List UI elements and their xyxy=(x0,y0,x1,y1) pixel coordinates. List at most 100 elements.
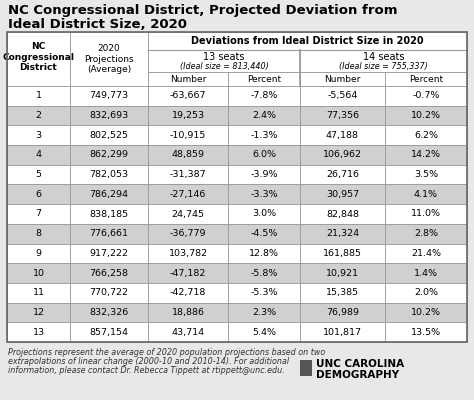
Text: 21,324: 21,324 xyxy=(326,229,359,238)
Bar xyxy=(385,72,467,86)
Text: 2.3%: 2.3% xyxy=(252,308,276,317)
Text: 9: 9 xyxy=(36,249,42,258)
Bar xyxy=(385,224,467,244)
Bar xyxy=(70,244,148,263)
Text: 1.4%: 1.4% xyxy=(414,268,438,278)
Text: 5.4%: 5.4% xyxy=(252,328,276,337)
Text: -3.9%: -3.9% xyxy=(250,170,278,179)
Text: 161,885: 161,885 xyxy=(323,249,362,258)
Bar xyxy=(385,263,467,283)
Bar xyxy=(385,86,467,106)
Bar xyxy=(7,184,70,204)
Text: -0.7%: -0.7% xyxy=(412,91,440,100)
Bar xyxy=(7,263,70,283)
Bar xyxy=(300,165,385,184)
Bar xyxy=(7,204,70,224)
Bar xyxy=(228,145,300,165)
Text: Percent: Percent xyxy=(409,74,443,84)
Text: 2: 2 xyxy=(36,111,42,120)
Bar xyxy=(70,165,148,184)
Bar xyxy=(300,86,385,106)
Bar xyxy=(385,322,467,342)
Text: 14 seats: 14 seats xyxy=(363,52,404,62)
Bar xyxy=(385,145,467,165)
Text: information, please contact Dr. Rebecca Tippett at rtippett@unc.edu.: information, please contact Dr. Rebecca … xyxy=(8,366,285,375)
Bar xyxy=(148,184,228,204)
Bar xyxy=(385,303,467,322)
Text: 30,957: 30,957 xyxy=(326,190,359,199)
Text: -27,146: -27,146 xyxy=(170,190,206,199)
Bar xyxy=(148,283,228,303)
Bar xyxy=(228,204,300,224)
Text: 8: 8 xyxy=(36,229,42,238)
Bar xyxy=(7,283,70,303)
Text: -4.5%: -4.5% xyxy=(250,229,278,238)
Bar xyxy=(300,360,312,376)
Bar xyxy=(148,322,228,342)
Bar xyxy=(148,32,467,50)
Text: 21.4%: 21.4% xyxy=(411,249,441,258)
Bar xyxy=(228,263,300,283)
Bar xyxy=(70,204,148,224)
Bar xyxy=(228,165,300,184)
Bar xyxy=(228,303,300,322)
Text: 10: 10 xyxy=(33,268,45,278)
Text: (Ideal size = 755,337): (Ideal size = 755,337) xyxy=(339,62,428,70)
Text: -42,718: -42,718 xyxy=(170,288,206,297)
Bar xyxy=(148,263,228,283)
Bar xyxy=(228,184,300,204)
Bar xyxy=(7,303,70,322)
Bar xyxy=(7,86,70,106)
Text: Number: Number xyxy=(324,74,361,84)
Bar xyxy=(70,263,148,283)
Text: 3.0%: 3.0% xyxy=(252,210,276,218)
Text: 917,222: 917,222 xyxy=(90,249,128,258)
Text: 47,188: 47,188 xyxy=(326,131,359,140)
Text: 10,921: 10,921 xyxy=(326,268,359,278)
Text: NC Congressional District, Projected Deviation from: NC Congressional District, Projected Dev… xyxy=(8,4,398,17)
Text: -3.3%: -3.3% xyxy=(250,190,278,199)
Bar xyxy=(300,184,385,204)
Text: 776,661: 776,661 xyxy=(90,229,128,238)
Bar xyxy=(300,303,385,322)
Text: -47,182: -47,182 xyxy=(170,268,206,278)
Text: 48,859: 48,859 xyxy=(172,150,204,160)
Text: 18,886: 18,886 xyxy=(172,308,204,317)
Bar xyxy=(148,165,228,184)
Text: -5,564: -5,564 xyxy=(328,91,358,100)
Text: Percent: Percent xyxy=(247,74,281,84)
Text: 3: 3 xyxy=(36,131,42,140)
Bar xyxy=(228,283,300,303)
Bar xyxy=(7,32,467,342)
Text: 5: 5 xyxy=(36,170,42,179)
Text: 43,714: 43,714 xyxy=(172,328,205,337)
Bar xyxy=(300,322,385,342)
Bar xyxy=(70,184,148,204)
Bar xyxy=(148,125,228,145)
Bar xyxy=(148,303,228,322)
Text: 6.2%: 6.2% xyxy=(414,131,438,140)
Bar xyxy=(228,322,300,342)
Text: 13: 13 xyxy=(32,328,45,337)
Text: 76,989: 76,989 xyxy=(326,308,359,317)
Text: 13.5%: 13.5% xyxy=(411,328,441,337)
Text: 12.8%: 12.8% xyxy=(249,249,279,258)
Bar xyxy=(300,50,467,72)
Bar xyxy=(300,72,385,86)
Bar xyxy=(70,224,148,244)
Bar xyxy=(385,165,467,184)
Bar xyxy=(300,125,385,145)
Bar xyxy=(228,72,300,86)
Bar xyxy=(70,145,148,165)
Bar xyxy=(7,224,70,244)
Bar xyxy=(148,224,228,244)
Text: 26,716: 26,716 xyxy=(326,170,359,179)
Text: extrapolations of linear change (2000-10 and 2010-14). For additional: extrapolations of linear change (2000-10… xyxy=(8,357,289,366)
Bar xyxy=(70,125,148,145)
Text: 2.0%: 2.0% xyxy=(414,288,438,297)
Bar xyxy=(385,184,467,204)
Bar xyxy=(70,32,148,86)
Text: 832,326: 832,326 xyxy=(90,308,128,317)
Text: 766,258: 766,258 xyxy=(90,268,128,278)
Bar xyxy=(300,204,385,224)
